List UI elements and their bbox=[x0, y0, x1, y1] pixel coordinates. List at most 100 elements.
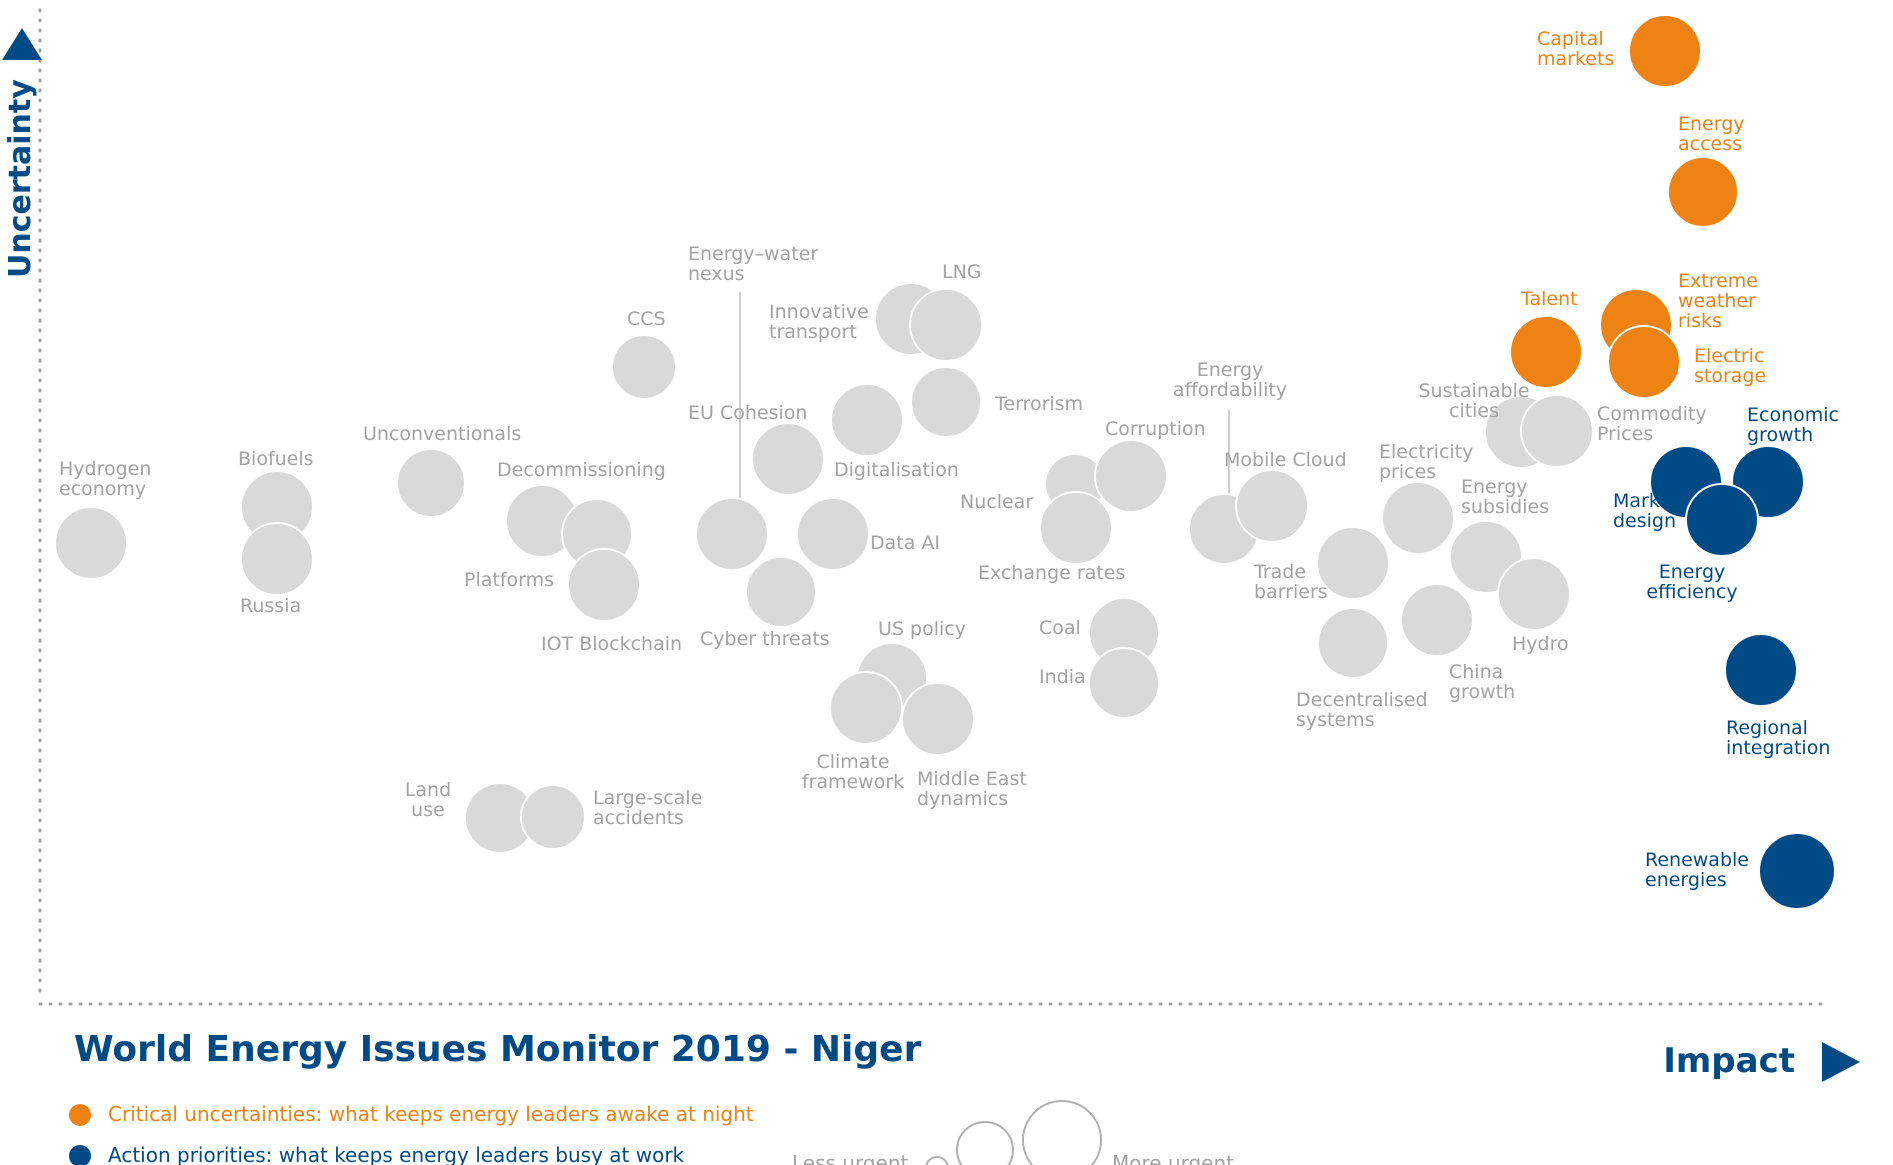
bubble-capital-markets bbox=[1628, 14, 1702, 88]
bubble-lng bbox=[909, 288, 983, 362]
label-lng: LNG bbox=[942, 261, 982, 283]
label-hydro: Hydro bbox=[1512, 633, 1569, 655]
label-innovative-transport: Innovative transport bbox=[769, 301, 869, 343]
label-decommissioning: Decommissioning bbox=[497, 459, 666, 481]
label-line: Trade bbox=[1253, 561, 1306, 583]
label-line: Russia bbox=[240, 595, 301, 617]
label-line: growth bbox=[1747, 424, 1813, 446]
label-mobile-cloud: Mobile Cloud bbox=[1224, 449, 1347, 471]
bubble-china-growth bbox=[1400, 583, 1474, 657]
label-line: Electricity bbox=[1379, 441, 1473, 463]
label-line: affordability bbox=[1173, 379, 1287, 401]
bubble-regional-integration bbox=[1724, 633, 1798, 707]
label-middle-east-dynamics: Middle East dynamics bbox=[917, 768, 1027, 810]
bubble-data-ai bbox=[796, 497, 870, 571]
label-coal: Coal bbox=[1039, 617, 1081, 639]
label-line: prices bbox=[1379, 461, 1436, 483]
x-axis-arrow-icon bbox=[1822, 1042, 1860, 1082]
label-line: Exchange rates bbox=[978, 562, 1125, 584]
label-line: Energy bbox=[1678, 113, 1745, 135]
bubble-decentralised-systems bbox=[1317, 607, 1389, 679]
bubble-trade-barriers bbox=[1316, 526, 1390, 600]
bubble-large-scale-accidents bbox=[520, 784, 586, 850]
label-line: energies bbox=[1645, 869, 1727, 891]
bubble-eu-cohesion bbox=[751, 422, 825, 496]
label-line: LNG bbox=[942, 261, 982, 283]
label-decentralised-systems: Decentralised systems bbox=[1296, 689, 1428, 731]
label-line: growth bbox=[1449, 681, 1515, 703]
chart-title: World Energy Issues Monitor 2019 - Niger bbox=[74, 1029, 922, 1070]
legend-critical-label: Critical uncertainties: what keeps energ… bbox=[108, 1102, 754, 1126]
label-market-design: Market design bbox=[1613, 490, 1678, 532]
label-line: Unconventionals bbox=[363, 423, 521, 445]
label-trade-barriers: Trade barriers bbox=[1253, 561, 1328, 603]
bubble-iot-blockchain bbox=[567, 548, 641, 622]
label-line: Land bbox=[405, 779, 451, 801]
label-line: markets bbox=[1537, 48, 1614, 70]
x-axis-label: Impact bbox=[1663, 1041, 1795, 1081]
legend-size-large bbox=[1022, 1100, 1102, 1165]
label-energy-efficiency: Energy efficiency bbox=[1646, 561, 1737, 603]
bubble-russia bbox=[240, 522, 314, 596]
label-line: accidents bbox=[593, 807, 684, 829]
label-line: Nuclear bbox=[960, 491, 1033, 513]
label-line: Economic bbox=[1747, 404, 1839, 426]
label-line: Innovative bbox=[769, 301, 869, 323]
label-line: Energy bbox=[1197, 359, 1264, 381]
label-line: design bbox=[1613, 510, 1676, 532]
legend-less-urgent-label: Less urgent bbox=[792, 1151, 909, 1165]
label-line: framework bbox=[802, 771, 904, 793]
label-line: nexus bbox=[688, 263, 745, 285]
legend-critical-dot bbox=[69, 1104, 91, 1126]
label-line: cities bbox=[1449, 400, 1499, 422]
label-line: subsidies bbox=[1461, 496, 1549, 518]
label-nuclear: Nuclear bbox=[960, 491, 1033, 513]
bubble-energy-access bbox=[1667, 156, 1739, 228]
label-electric-storage: Electric storage bbox=[1694, 345, 1766, 387]
bubble-renewable-energies bbox=[1758, 832, 1836, 910]
legend-size-medium bbox=[956, 1121, 1014, 1165]
bubble-mobile-cloud bbox=[1235, 469, 1309, 543]
label-line: Platforms bbox=[464, 569, 554, 591]
label-line: China bbox=[1449, 661, 1503, 683]
bubble-corruption bbox=[1094, 439, 1168, 513]
label-land-use: Land use bbox=[405, 779, 451, 821]
label-line: US policy bbox=[878, 618, 966, 640]
label-line: risks bbox=[1678, 310, 1722, 332]
label-line: barriers bbox=[1254, 581, 1328, 603]
label-line: systems bbox=[1296, 709, 1375, 731]
label-line: storage bbox=[1694, 365, 1766, 387]
label-capital-markets: Capital markets bbox=[1537, 28, 1614, 70]
label-india: India bbox=[1039, 666, 1086, 688]
label-talent: Talent bbox=[1520, 288, 1578, 310]
bubble-ccs bbox=[611, 334, 677, 400]
label-line: Energy–water bbox=[688, 243, 818, 265]
label-renewable-energies: Renewable energies bbox=[1645, 849, 1749, 891]
label-terrorism: Terrorism bbox=[994, 393, 1083, 415]
label-line: Decentralised bbox=[1296, 689, 1428, 711]
label-line: Large-scale bbox=[593, 787, 702, 809]
label-data-ai: Data AI bbox=[870, 532, 940, 554]
label-line: CCS bbox=[627, 308, 666, 330]
bubble-middle-east-dynamics bbox=[901, 682, 975, 756]
label-climate-framework: Climate framework bbox=[802, 751, 904, 793]
legend-priority-dot bbox=[69, 1145, 91, 1165]
label-eu-cohesion: EU Cohesion bbox=[688, 402, 807, 424]
label-line: IOT Blockchain bbox=[541, 633, 682, 655]
label-line: Talent bbox=[1520, 288, 1578, 310]
legend-size-small bbox=[925, 1156, 949, 1165]
label-line: Capital bbox=[1537, 28, 1604, 50]
label-biofuels: Biofuels bbox=[238, 448, 314, 470]
label-line: Digitalisation bbox=[834, 459, 959, 481]
label-us-policy: US policy bbox=[878, 618, 966, 640]
label-line: India bbox=[1039, 666, 1086, 688]
label-line: transport bbox=[769, 321, 857, 343]
label-digitalisation: Digitalisation bbox=[834, 459, 959, 481]
bubble-unconventionals bbox=[396, 448, 466, 518]
bubbles-layer bbox=[54, 14, 1836, 910]
bubble-energy-efficiency bbox=[1685, 483, 1759, 557]
label-line: Decommissioning bbox=[497, 459, 666, 481]
bubble-talent bbox=[1509, 315, 1583, 389]
